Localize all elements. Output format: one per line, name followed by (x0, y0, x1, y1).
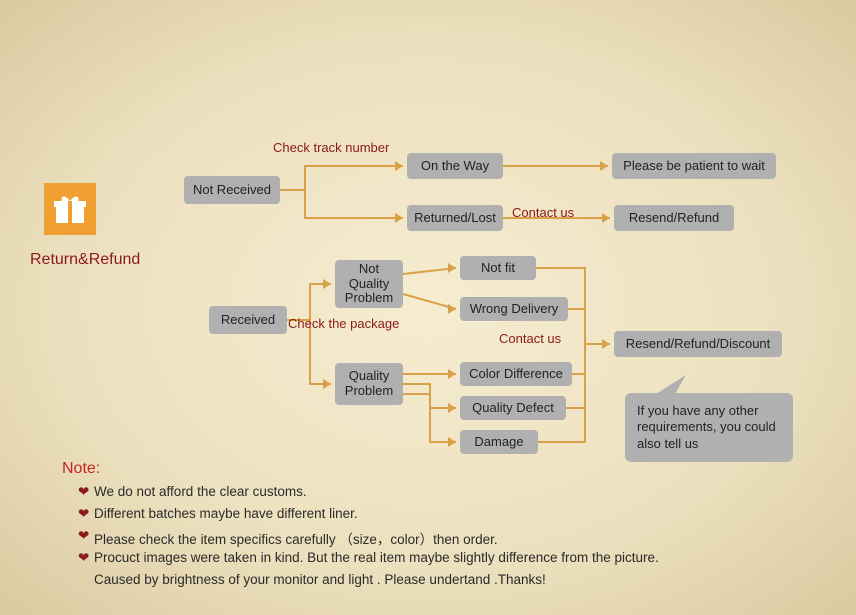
arrowhead-3 (602, 213, 610, 223)
edge-label-contact-us-2: Contact us (499, 331, 561, 346)
note-line-1: ❤Different batches maybe have different … (94, 506, 358, 521)
arrowhead-0 (395, 161, 403, 171)
flowchart-stage: Return&Refund Not Received On the Way Retu… (0, 0, 856, 615)
edge-label-check-pkg: Check the package (288, 316, 399, 331)
heart-icon: ❤ (78, 484, 89, 500)
gift-icon (44, 183, 96, 235)
edge-13 (572, 344, 585, 374)
node-color-diff: Color Difference (460, 362, 572, 386)
note-line-2: ❤Please check the item specifics careful… (94, 528, 498, 548)
edge-15 (538, 344, 585, 442)
node-not-quality: Not Quality Problem (335, 260, 403, 308)
edge-9 (403, 384, 456, 408)
node-rrd: Resend/Refund/Discount (614, 331, 782, 357)
edge-7 (403, 294, 456, 309)
node-resend-refund: Resend/Refund (614, 205, 734, 231)
node-damage: Damage (460, 430, 538, 454)
arrowhead-7 (448, 304, 456, 314)
edge-4 (287, 284, 331, 320)
heart-icon: ❤ (78, 528, 89, 544)
heart-icon: ❤ (78, 506, 89, 522)
arrowhead-6 (448, 263, 456, 273)
edge-12 (568, 309, 585, 344)
edge-label-check-track: Check track number (273, 140, 389, 155)
arrowhead-10 (448, 437, 456, 447)
speech-bubble: If you have any other requirements, you … (625, 393, 793, 462)
edge-6 (403, 268, 456, 274)
note-text: We do not afford the clear customs. (94, 484, 307, 499)
node-received: Received (209, 306, 287, 334)
arrowhead-1 (395, 213, 403, 223)
node-not-received: Not Received (184, 176, 280, 204)
note-line-0: ❤We do not afford the clear customs. (94, 484, 307, 499)
edge-10 (403, 394, 456, 442)
node-quality: Quality Problem (335, 363, 403, 405)
note-title: Note: (62, 460, 100, 478)
edge-0 (280, 166, 403, 190)
note-line-3: ❤Procuct images were taken in kind. But … (94, 550, 659, 565)
node-not-fit: Not fit (460, 256, 536, 280)
edge-layer (0, 0, 856, 615)
node-returned-lost: Returned/Lost (407, 205, 503, 231)
arrowhead-11 (602, 339, 610, 349)
note-text: Different batches maybe have different l… (94, 506, 358, 521)
arrowhead-2 (600, 161, 608, 171)
heart-icon: ❤ (78, 550, 89, 566)
note-line-4: Caused by brightness of your monitor and… (94, 572, 546, 587)
node-on-the-way: On the Way (407, 153, 503, 179)
edge-1 (280, 190, 403, 218)
note-text: Procuct images were taken in kind. But t… (94, 550, 659, 565)
arrowhead-9 (448, 403, 456, 413)
arrowhead-4 (323, 279, 331, 289)
section-title: Return&Refund (30, 251, 140, 269)
node-quality-defect: Quality Defect (460, 396, 566, 420)
arrowhead-8 (448, 369, 456, 379)
note-text: Please check the item specifics carefull… (94, 532, 498, 547)
node-wrong-delivery: Wrong Delivery (460, 297, 568, 321)
note-text: Caused by brightness of your monitor and… (94, 572, 546, 587)
node-please-wait: Please be patient to wait (612, 153, 776, 179)
arrowhead-5 (323, 379, 331, 389)
edge-label-contact-us-1: Contact us (512, 205, 574, 220)
